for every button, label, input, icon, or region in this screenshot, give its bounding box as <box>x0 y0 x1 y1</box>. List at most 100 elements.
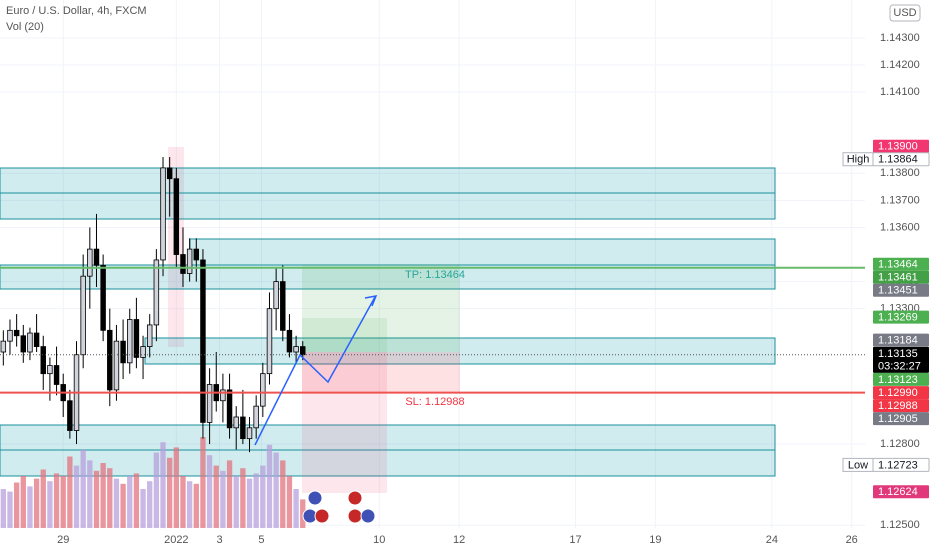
candle-body <box>140 346 146 358</box>
volume-bar <box>140 489 146 528</box>
candle-body <box>7 329 13 342</box>
x-tick-label: 3 <box>217 534 223 546</box>
zone <box>189 238 776 266</box>
event-icon[interactable] <box>347 490 363 506</box>
volume-bar <box>186 481 193 528</box>
price-tag-prefix-box <box>842 152 874 167</box>
volume-bar <box>233 476 239 528</box>
candle-body <box>146 324 153 347</box>
volume-bar <box>13 482 20 528</box>
candle-body <box>133 319 140 358</box>
volume-bar <box>226 460 233 528</box>
price-tag <box>873 257 929 271</box>
x-tick-label: 2022 <box>164 534 188 546</box>
volume-bar <box>120 483 126 528</box>
currency-button[interactable] <box>889 4 921 22</box>
y-tick-label: 1.12500 <box>880 519 920 531</box>
tp-label: TP: 1.13464 <box>405 269 465 281</box>
volume-bar <box>33 478 40 528</box>
x-tick-label: 26 <box>846 534 858 546</box>
x-tick-label: 29 <box>57 534 69 546</box>
volume-bar <box>220 470 226 528</box>
candle-body <box>0 340 7 353</box>
candle-body <box>20 335 27 353</box>
volume-bar <box>153 452 160 528</box>
zone <box>144 337 776 365</box>
position-box <box>302 352 387 493</box>
candle-body <box>286 329 293 353</box>
volume-bar <box>53 473 60 528</box>
volume-bar <box>193 483 199 528</box>
candle-body <box>100 264 106 331</box>
event-icon[interactable] <box>347 508 363 524</box>
candle-body <box>127 319 133 364</box>
zone <box>0 264 776 290</box>
event-icon[interactable] <box>360 508 376 524</box>
price-tag-label: 1.13900 <box>878 141 918 153</box>
candle-body <box>13 329 20 337</box>
candle-body <box>233 416 239 429</box>
candle-body <box>93 248 100 266</box>
volume-bar <box>100 463 106 528</box>
volume-bar <box>107 468 113 528</box>
candle-body <box>300 346 306 356</box>
volume-bar <box>87 460 93 528</box>
candle-body <box>273 281 279 310</box>
arrow <box>254 296 376 446</box>
candle-body <box>226 389 233 429</box>
x-axis <box>0 528 865 550</box>
candle-body <box>200 259 206 423</box>
candle-body <box>280 281 286 331</box>
volume-bar <box>80 450 86 528</box>
y-tick-label: 1.13700 <box>880 194 920 206</box>
volume-bar <box>213 465 219 528</box>
volume-bar <box>286 476 293 528</box>
profit-box <box>302 264 460 352</box>
currency: USD <box>893 7 916 19</box>
volume-bar <box>60 476 66 528</box>
volume-bar <box>240 468 246 528</box>
volume-bar <box>133 473 140 528</box>
candle-body <box>293 346 299 353</box>
volume-bar <box>200 437 206 528</box>
candle-body <box>253 405 259 429</box>
y-tick-label: 1.14200 <box>880 59 920 71</box>
volume-bar <box>73 465 80 528</box>
candle-body <box>27 332 33 353</box>
y-tick-label: 1.12800 <box>880 438 920 450</box>
event-icon[interactable] <box>307 490 323 506</box>
volume-bar <box>180 476 186 528</box>
price-tag <box>873 372 929 386</box>
price-tag <box>873 333 929 347</box>
price-tag <box>873 386 929 400</box>
price-tag-label: 1.13864 <box>878 154 918 166</box>
position-box <box>302 318 387 352</box>
volume-bar <box>7 491 13 528</box>
volume-bar <box>253 473 259 528</box>
candle-body <box>47 365 53 375</box>
arrowhead <box>364 295 378 307</box>
candle-body <box>153 259 160 326</box>
volume-bar <box>67 456 73 528</box>
price-tag <box>873 139 929 153</box>
volume-bar <box>293 489 299 528</box>
price-tag-label: 1.13269 <box>878 311 918 323</box>
candle-body <box>186 248 193 274</box>
event-icon[interactable] <box>314 508 330 524</box>
candle-body <box>193 248 200 261</box>
price-tag-label: 1.12990 <box>878 387 918 399</box>
volume-bar <box>266 444 273 528</box>
candle-body <box>173 178 180 255</box>
candle-body <box>206 384 213 423</box>
price-tag-prefix: Low <box>848 459 868 471</box>
volume-bar <box>206 455 213 528</box>
price-tag <box>873 346 929 373</box>
candle-body <box>246 427 253 440</box>
volume-bar <box>260 465 266 528</box>
candle-body <box>80 275 86 356</box>
volume-bar <box>27 486 33 528</box>
price-tag-timer: 03:32:27 <box>878 360 921 372</box>
price-tag <box>873 399 929 413</box>
price-tag-label: 1.13123 <box>878 374 918 386</box>
